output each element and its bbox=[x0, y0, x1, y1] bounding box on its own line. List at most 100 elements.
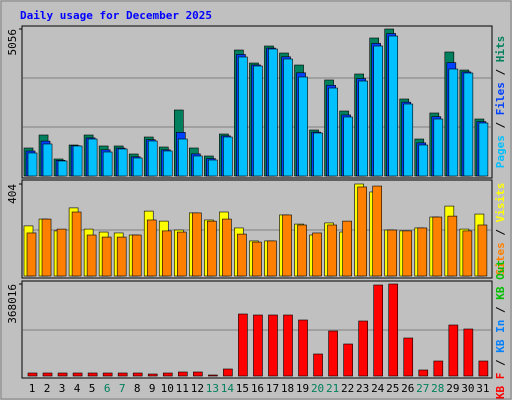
legend: KB F / KB In / KB Out bbox=[494, 260, 507, 399]
x-tick-label: 24 bbox=[371, 382, 385, 395]
legend: Sites / Visits bbox=[494, 183, 507, 276]
bar bbox=[26, 232, 37, 277]
x-tick-label: 21 bbox=[326, 382, 339, 395]
bar bbox=[41, 218, 52, 277]
bar bbox=[372, 185, 382, 277]
bar bbox=[27, 372, 38, 377]
bar bbox=[313, 132, 323, 177]
bar bbox=[87, 138, 98, 177]
bar bbox=[252, 241, 262, 277]
bar bbox=[117, 372, 128, 377]
x-tick-label: 30 bbox=[461, 382, 474, 395]
y-tick-label: 5056 bbox=[6, 29, 19, 56]
bar bbox=[283, 58, 293, 177]
bar bbox=[101, 236, 112, 277]
bar bbox=[402, 230, 413, 277]
bar bbox=[297, 224, 307, 277]
legend: Pages / Files / Hits bbox=[494, 36, 507, 169]
bar bbox=[448, 324, 459, 377]
bar bbox=[388, 35, 399, 177]
bar bbox=[417, 227, 428, 277]
bar bbox=[223, 136, 233, 177]
bar bbox=[432, 216, 443, 277]
bar bbox=[463, 72, 474, 177]
bar bbox=[328, 87, 338, 177]
bar bbox=[147, 140, 158, 177]
bar bbox=[72, 372, 83, 377]
bar bbox=[207, 220, 217, 277]
bar bbox=[238, 313, 248, 377]
bar bbox=[358, 320, 368, 377]
bar bbox=[147, 373, 158, 377]
x-tick-label: 7 bbox=[119, 382, 126, 395]
legend-entry: Hits bbox=[494, 36, 507, 63]
legend-entry: KB F bbox=[494, 373, 507, 400]
bar bbox=[403, 337, 414, 377]
bar bbox=[283, 314, 293, 377]
bar bbox=[358, 80, 368, 177]
bar bbox=[192, 212, 202, 277]
legend-separator: / bbox=[494, 115, 507, 135]
legend-entry: KB In bbox=[494, 320, 507, 353]
bar bbox=[447, 215, 458, 277]
bar bbox=[403, 103, 414, 177]
x-tick-label: 23 bbox=[356, 382, 369, 395]
bar bbox=[267, 240, 277, 277]
bar bbox=[418, 144, 429, 177]
bar bbox=[238, 56, 248, 177]
bar bbox=[132, 157, 143, 177]
bar bbox=[161, 230, 172, 277]
bar bbox=[477, 224, 488, 277]
x-tick-label: 13 bbox=[206, 382, 219, 395]
x-tick-label: 22 bbox=[341, 382, 354, 395]
x-tick-label: 3 bbox=[59, 382, 66, 395]
bar bbox=[388, 283, 399, 377]
bar bbox=[131, 234, 142, 277]
x-tick-label: 9 bbox=[149, 382, 156, 395]
bar bbox=[298, 319, 308, 377]
bar bbox=[478, 122, 489, 177]
bar bbox=[208, 374, 218, 377]
bar bbox=[223, 368, 233, 377]
legend-entry: Pages bbox=[494, 135, 507, 168]
bar bbox=[178, 371, 188, 377]
bar bbox=[313, 353, 323, 377]
bar bbox=[162, 372, 173, 377]
bar bbox=[86, 234, 97, 277]
bar bbox=[57, 372, 68, 377]
bar bbox=[343, 116, 353, 177]
bar bbox=[373, 284, 383, 377]
bar bbox=[478, 360, 489, 377]
x-tick-label: 20 bbox=[311, 382, 324, 395]
x-tick-label: 26 bbox=[401, 382, 414, 395]
x-tick-label: 19 bbox=[296, 382, 309, 395]
y-tick-label: 404 bbox=[6, 184, 19, 204]
x-tick-label: 6 bbox=[104, 382, 111, 395]
bar bbox=[193, 371, 203, 377]
x-tick-label: 11 bbox=[176, 382, 189, 395]
x-tick-label: 16 bbox=[251, 382, 264, 395]
bar bbox=[298, 76, 308, 177]
bar bbox=[462, 230, 473, 277]
legend-separator: / bbox=[494, 62, 507, 82]
x-tick-label: 17 bbox=[266, 382, 279, 395]
bar bbox=[146, 219, 157, 277]
bar bbox=[177, 231, 187, 277]
bar bbox=[343, 343, 353, 377]
bar bbox=[132, 372, 143, 377]
x-tick-label: 14 bbox=[221, 382, 235, 395]
x-tick-label: 28 bbox=[431, 382, 444, 395]
bar bbox=[71, 211, 82, 277]
x-tick-label: 15 bbox=[236, 382, 249, 395]
bar bbox=[328, 330, 338, 377]
legend-entry: Sites bbox=[494, 242, 507, 275]
x-tick-label: 12 bbox=[191, 382, 204, 395]
bar bbox=[312, 232, 322, 277]
legend-entry: KB Out bbox=[494, 260, 507, 300]
legend-entry: Visits bbox=[494, 183, 507, 223]
bar bbox=[268, 314, 278, 377]
bar bbox=[373, 45, 383, 177]
bar bbox=[116, 236, 127, 277]
